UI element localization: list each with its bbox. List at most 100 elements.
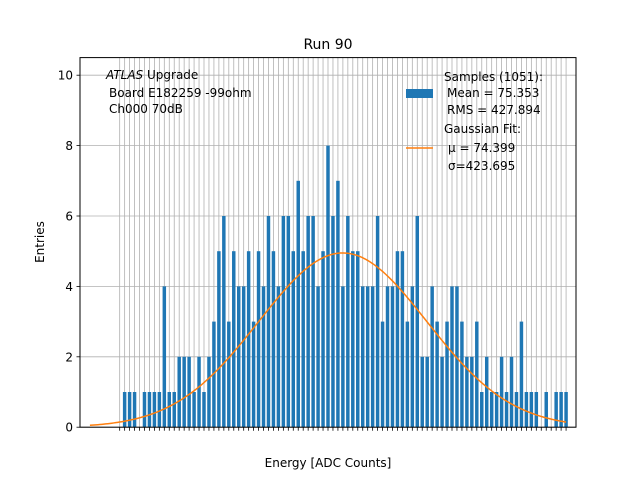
histogram-bar (311, 216, 315, 428)
histogram-bar (554, 392, 558, 428)
histogram-bar (122, 392, 127, 428)
histogram-bar (370, 286, 375, 428)
histogram-bar (529, 392, 534, 428)
y-axis-ticks: 0 2 4 6 8 10 (58, 69, 80, 435)
y-tick-label: 4 (65, 280, 73, 294)
histogram-bar (420, 356, 424, 428)
histogram-bar (331, 216, 335, 428)
y-tick-label: 6 (65, 210, 73, 224)
histogram-bar (440, 356, 444, 428)
histogram-bar (222, 216, 226, 428)
histogram-bar (127, 392, 132, 428)
histogram-bar (207, 356, 211, 428)
histogram-bar (281, 216, 286, 428)
histogram-bar (266, 216, 271, 428)
chart-title: Run 90 (303, 37, 352, 53)
histogram-bar (360, 286, 365, 428)
histogram-bar (430, 286, 434, 428)
histogram-bar (291, 251, 296, 428)
histogram-bar (346, 216, 350, 428)
histogram-bar (509, 356, 514, 428)
histogram-bar (524, 392, 529, 428)
histogram-bar (559, 392, 563, 428)
histogram-bar (564, 392, 568, 428)
legend-samples-label: Samples (1051): (444, 70, 543, 84)
histogram-bar (187, 356, 191, 428)
histogram-bar (544, 392, 548, 428)
annotation-line-1: ATLAS Upgrade (105, 68, 198, 82)
histogram-bar (232, 251, 236, 428)
gaussian-fit-curve (89, 252, 567, 427)
upgrade-label: Upgrade (143, 68, 198, 82)
histogram-bar (147, 392, 152, 428)
x-axis-label: Energy [ADC Counts] (265, 456, 392, 470)
histogram-bar (316, 286, 320, 428)
histogram-bar (455, 286, 459, 428)
histogram-bar (177, 356, 181, 428)
histogram-bar (301, 251, 305, 428)
histogram-bar (202, 392, 206, 428)
histogram-bar (157, 392, 162, 428)
histogram-bar (435, 321, 439, 428)
histogram-bar (336, 180, 340, 428)
histogram-bar (142, 392, 147, 428)
histogram-bar (251, 321, 256, 428)
annotation-line-3: Ch000 70dB (109, 102, 183, 116)
histogram-bar (385, 286, 390, 428)
histogram-bar (341, 286, 345, 428)
legend-rms-label: RMS = 427.894 (447, 103, 541, 117)
histogram-bar (425, 356, 429, 428)
legend-bar-swatch (406, 89, 433, 98)
histogram-bar (356, 251, 360, 428)
histogram-bar (450, 286, 454, 428)
histogram-bar (410, 286, 415, 428)
annotation-line-2: Board E182259 -99ohm (109, 86, 252, 100)
histogram-bar (306, 216, 310, 428)
histogram-bar (489, 392, 494, 428)
y-tick-label: 10 (58, 69, 73, 83)
histogram-bar (296, 180, 300, 428)
histogram-bar (167, 392, 172, 428)
legend-mean-label: Mean = 75.353 (447, 86, 539, 100)
histogram-bar (494, 392, 499, 428)
histogram-bar (415, 216, 420, 428)
histogram-bar (470, 356, 474, 428)
histogram-bar (519, 321, 524, 428)
histogram-bar (445, 321, 449, 428)
histogram-bar (484, 356, 489, 428)
bar-series (122, 145, 568, 428)
histogram-bar (246, 251, 251, 428)
histogram-bar (152, 392, 157, 428)
histogram-bar (351, 251, 355, 428)
histogram-bar (236, 286, 241, 428)
histogram-bar (365, 286, 370, 428)
histogram-bar (390, 286, 395, 428)
histogram-bar (534, 392, 539, 428)
histogram-bar (261, 286, 266, 428)
legend-fit-label: Gaussian Fit: (444, 122, 521, 136)
atlas-annotation: ATLAS Upgrade Board E182259 -99ohm Ch000… (105, 68, 252, 116)
histogram-bar (132, 392, 137, 428)
histogram-bar (465, 356, 469, 428)
histogram-bar (227, 321, 231, 428)
y-tick-label: 8 (65, 139, 73, 153)
histogram-bar (286, 216, 291, 428)
histogram-bar (256, 251, 261, 428)
y-axis-label: Entries (33, 221, 47, 263)
histogram-bar (172, 392, 176, 428)
x-axis-ticks (119, 427, 567, 431)
histogram-bar (475, 321, 479, 428)
histogram-bar (514, 392, 519, 428)
histogram-bar (460, 321, 464, 428)
histogram-bar (241, 286, 246, 428)
histogram-bar (192, 392, 196, 428)
histogram-bar (375, 216, 380, 428)
atlas-italic-label: ATLAS (105, 68, 144, 82)
y-tick-label: 0 (65, 421, 73, 435)
histogram-bar (162, 286, 167, 428)
legend-mu-label: μ = 74.399 (448, 141, 515, 155)
legend-sigma-label: σ=423.695 (448, 159, 515, 173)
y-tick-label: 2 (65, 350, 73, 364)
